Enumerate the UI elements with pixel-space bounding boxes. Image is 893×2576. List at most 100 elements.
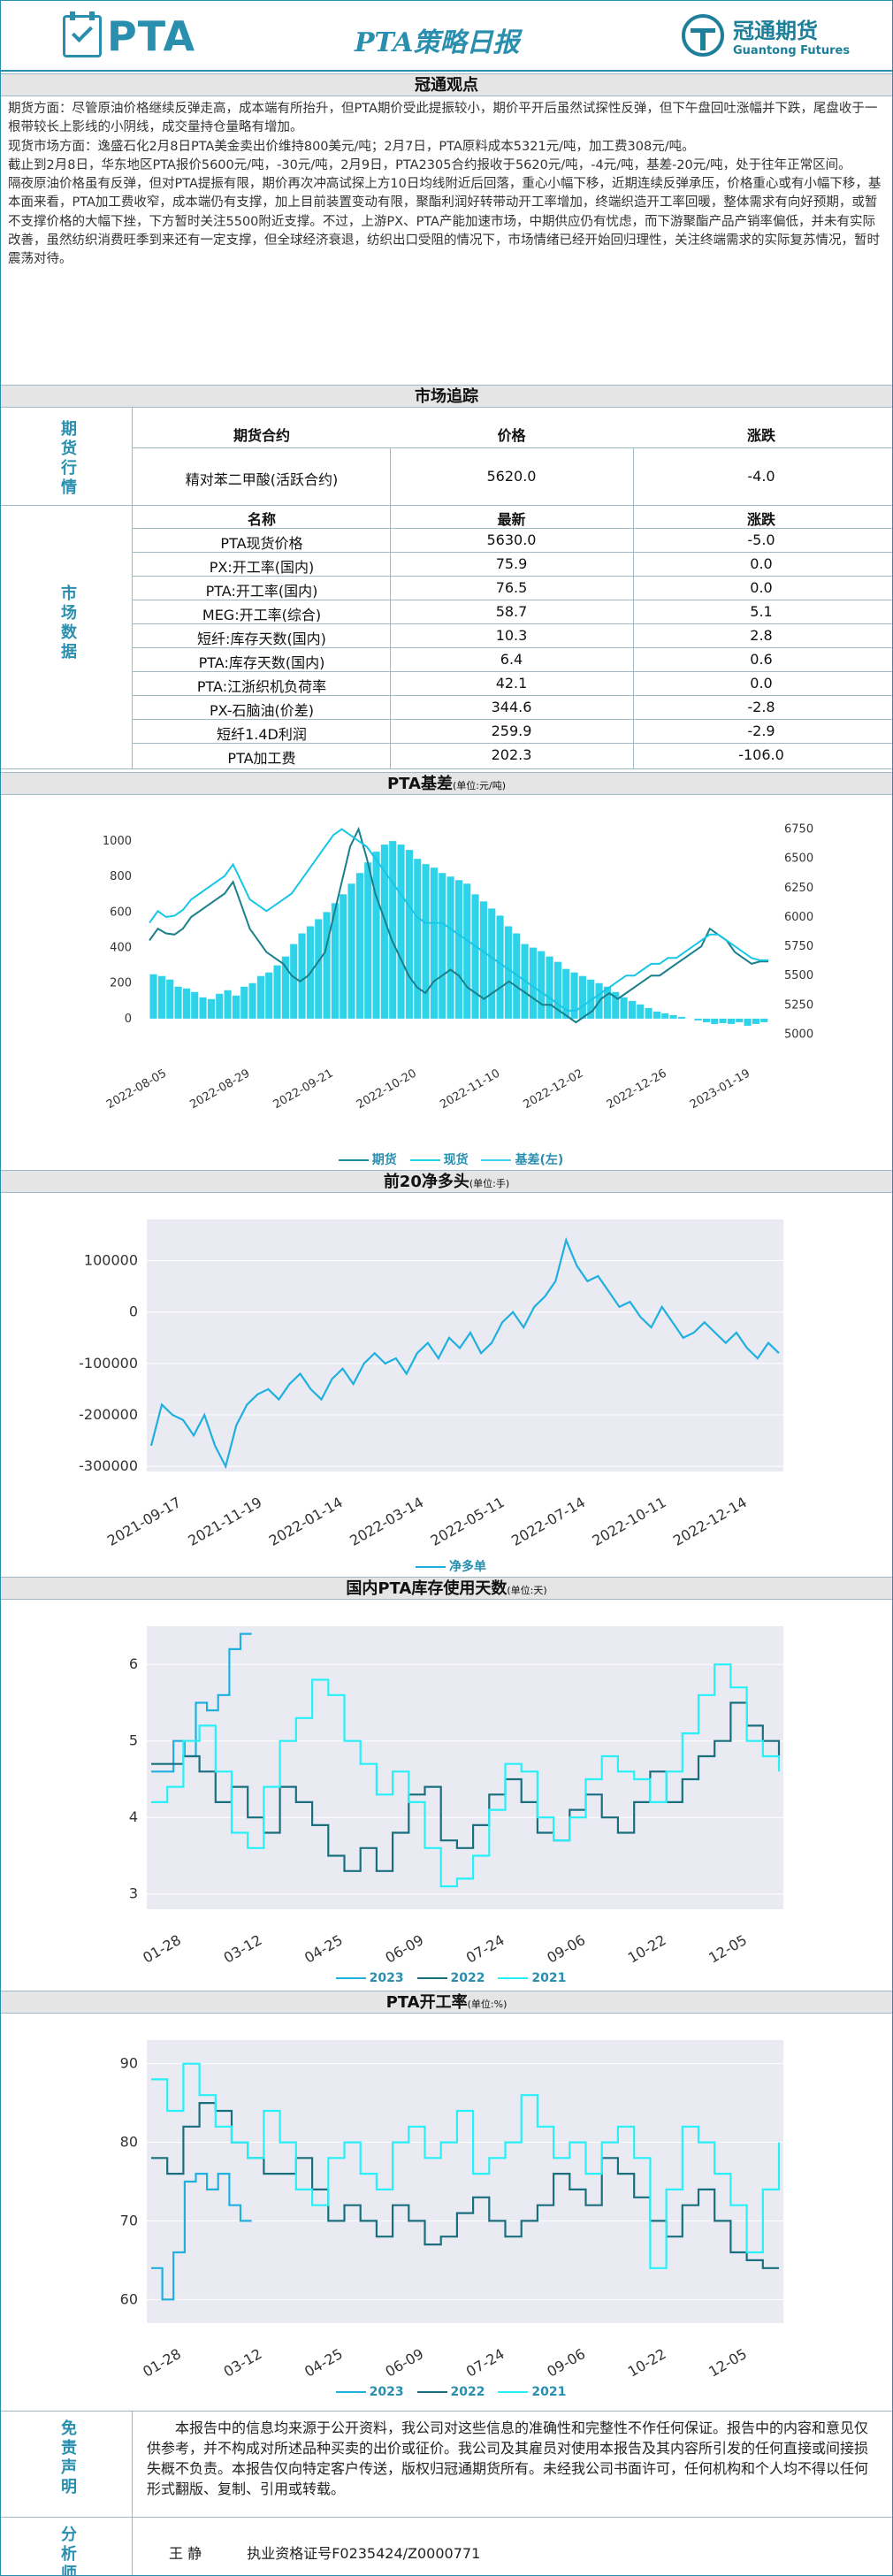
market-data-label: 市场数据 bbox=[61, 585, 77, 661]
chart-title-basis: PTA基差(单位:元/吨) bbox=[1, 772, 892, 795]
view-paragraph: 截止到2月8日，华东地区PTA报价5600元/吨，-30元/吨，2月9日，PTA… bbox=[8, 157, 851, 172]
basis-bar bbox=[240, 986, 248, 1019]
y-tick-label: 3 bbox=[129, 1885, 138, 1902]
basis-bar bbox=[603, 986, 611, 1019]
x-tick-label: 12-05 bbox=[706, 2345, 750, 2381]
basis-bar bbox=[157, 975, 165, 1019]
y-tick-label: 5 bbox=[129, 1732, 138, 1749]
basis-bar bbox=[488, 908, 496, 1019]
y-tick-label: 70 bbox=[120, 2212, 138, 2228]
basis-bar bbox=[149, 974, 157, 1019]
calendar-check-icon bbox=[63, 11, 102, 57]
basis-bar bbox=[298, 933, 306, 1019]
x-tick-label: 03-12 bbox=[221, 1931, 265, 1967]
futures-header-price: 价格 bbox=[497, 427, 526, 444]
left-tick-label: 200 bbox=[110, 977, 132, 990]
data-latest-cell: 10.3 bbox=[495, 627, 528, 644]
data-latest-cell: 344.6 bbox=[491, 699, 532, 715]
data-change-cell: 0.0 bbox=[750, 579, 773, 596]
x-tick-label: 2022-10-11 bbox=[590, 1494, 669, 1549]
basis-bar bbox=[232, 995, 240, 1019]
data-name-cell: PX:开工率(国内) bbox=[209, 559, 315, 576]
analyst-label: 分析师 bbox=[61, 2526, 77, 2576]
basis-bar bbox=[191, 991, 199, 1019]
x-tick-label: 01-28 bbox=[140, 1931, 184, 1967]
x-tick-label: 2022-08-29 bbox=[187, 1066, 252, 1112]
x-tick-label: 10-22 bbox=[625, 1931, 669, 1967]
data-change-cell: 5.1 bbox=[750, 603, 773, 620]
y-tick-label: 0 bbox=[129, 1303, 138, 1320]
x-tick-label: 2022-10-20 bbox=[355, 1066, 419, 1112]
data-latest-cell: 58.7 bbox=[495, 603, 528, 620]
view-paragraph: 期货方面：尽管原油价格继续反弹走高，成本端有所抬升，但PTA期价受此提振较小，期… bbox=[8, 102, 878, 135]
plot-area bbox=[147, 1626, 783, 1909]
analyst-info: 王 静 执业资格证号F0235424/Z0000771 bbox=[169, 2542, 521, 2563]
basis-bar bbox=[496, 915, 504, 1019]
inventory-chart: 6 5 4 3 01-28 03-12 04-25 06-09 07-24 09-06 10-22 1… bbox=[1, 1601, 892, 1991]
futures-contract: 精对苯二甲酸(活跃合约) bbox=[185, 471, 339, 488]
basis-bar bbox=[760, 1018, 768, 1022]
basis-bar bbox=[340, 894, 347, 1019]
data-latest-cell: 75.9 bbox=[495, 555, 528, 572]
basis-bar bbox=[414, 859, 422, 1019]
data-change-cell: -2.8 bbox=[747, 699, 775, 715]
x-tick-label: 2022-12-02 bbox=[521, 1066, 585, 1112]
basis-bar bbox=[744, 1018, 752, 1026]
data-latest-cell: 5630.0 bbox=[486, 531, 537, 548]
x-tick-label: 06-09 bbox=[383, 1931, 427, 1967]
y-tick-label: -300000 bbox=[79, 1457, 138, 1474]
basis-bar bbox=[355, 873, 363, 1019]
x-tick-label: 04-25 bbox=[301, 2345, 346, 2381]
right-tick-label: 6250 bbox=[784, 882, 813, 895]
logo-text: PTA bbox=[107, 12, 196, 60]
right-tick-label: 6000 bbox=[784, 911, 813, 924]
netlong-chart-legend: 净多单 bbox=[1, 1557, 892, 1575]
data-change-cell: -5.0 bbox=[747, 531, 775, 548]
data-name-cell: 短纤1.4D利润 bbox=[217, 726, 307, 743]
x-tick-label: 2022-01-14 bbox=[266, 1494, 346, 1549]
x-tick-label: 03-12 bbox=[221, 2345, 265, 2381]
data-header-latest: 最新 bbox=[497, 511, 526, 528]
basis-bar bbox=[653, 1011, 660, 1019]
x-tick-label: 2022-11-10 bbox=[438, 1066, 502, 1112]
chart-title-netlong: 前20净多头(单位:手) bbox=[1, 1170, 892, 1193]
basis-bar bbox=[207, 998, 215, 1019]
basis-bar bbox=[323, 912, 331, 1019]
series-line bbox=[151, 1632, 252, 1773]
x-tick-label: 10-22 bbox=[625, 2345, 669, 2381]
basis-bar bbox=[504, 926, 512, 1019]
y-tick-label: 60 bbox=[120, 2290, 138, 2307]
basis-bar bbox=[711, 1018, 719, 1024]
right-tick-label: 5000 bbox=[784, 1028, 813, 1041]
basis-bar bbox=[562, 968, 570, 1019]
basis-bar bbox=[166, 979, 174, 1019]
basis-bar bbox=[612, 991, 620, 1019]
basis-bar bbox=[405, 850, 413, 1019]
right-tick-label: 5250 bbox=[784, 998, 813, 1012]
basis-bar bbox=[454, 880, 462, 1019]
basis-bar bbox=[372, 852, 380, 1019]
data-change-cell: -2.9 bbox=[747, 722, 775, 739]
basis-bar bbox=[669, 1014, 677, 1019]
y-tick-label: 90 bbox=[120, 2055, 138, 2072]
data-latest-cell: 42.1 bbox=[495, 675, 528, 692]
x-tick-label: 04-25 bbox=[301, 1931, 346, 1967]
left-tick-label: 800 bbox=[110, 870, 132, 883]
data-name-cell: PX-石脑油(价差) bbox=[209, 702, 315, 719]
data-change-cell: 0.6 bbox=[750, 651, 773, 668]
basis-bar bbox=[248, 982, 256, 1019]
spot-line bbox=[149, 828, 768, 1012]
basis-bar bbox=[719, 1018, 727, 1023]
data-name-cell: PTA加工费 bbox=[227, 750, 296, 767]
report-title: PTA策略日报 bbox=[355, 27, 520, 58]
basis-bar bbox=[273, 965, 281, 1019]
basis-bar bbox=[538, 951, 546, 1019]
netlong-chart: 100000 0 -100000 -200000 -300000 2021-09-17 20… bbox=[1, 1195, 892, 1575]
disclaimer-label: 免责声明 bbox=[61, 2419, 77, 2496]
basis-bar bbox=[637, 1004, 645, 1019]
basis-bar bbox=[628, 1000, 636, 1019]
data-header-name: 名称 bbox=[247, 511, 276, 528]
basis-bar bbox=[702, 1018, 710, 1022]
y-tick-label: 100000 bbox=[84, 1252, 138, 1269]
